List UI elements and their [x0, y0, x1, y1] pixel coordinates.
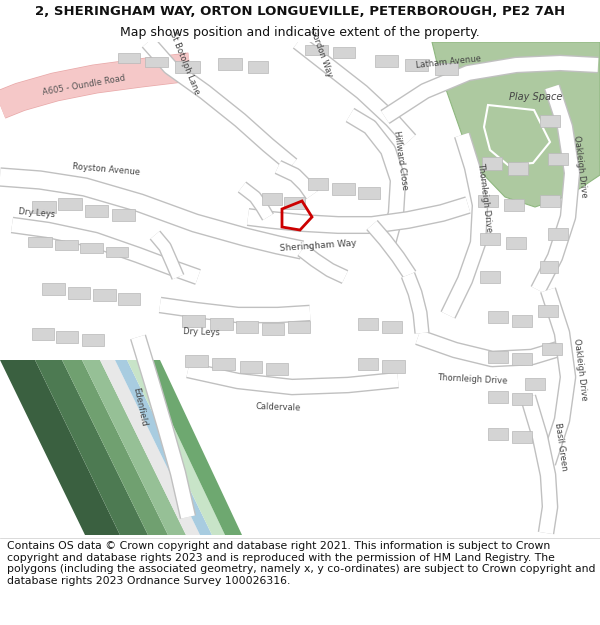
Text: Dry Leys: Dry Leys — [18, 207, 55, 219]
Text: Hillward Close: Hillward Close — [392, 130, 409, 190]
Text: St Botolph Lane: St Botolph Lane — [168, 31, 202, 96]
Bar — [508, 162, 528, 175]
Bar — [548, 228, 568, 240]
Bar — [28, 237, 52, 247]
Bar — [85, 205, 108, 217]
Bar — [540, 261, 558, 273]
Bar — [358, 187, 380, 199]
Bar — [488, 428, 508, 440]
Polygon shape — [0, 360, 120, 535]
Bar — [82, 334, 104, 346]
Bar — [540, 195, 560, 207]
Bar — [525, 378, 545, 390]
Bar — [506, 237, 526, 249]
Bar — [118, 293, 140, 305]
Bar — [288, 321, 310, 333]
Polygon shape — [35, 360, 148, 535]
Polygon shape — [82, 360, 186, 535]
Bar — [262, 323, 284, 335]
Bar — [488, 311, 508, 323]
Bar — [236, 321, 258, 333]
Bar — [185, 355, 208, 367]
Polygon shape — [142, 360, 242, 535]
Text: Basil Green: Basil Green — [553, 422, 569, 472]
Text: Oakleigh Drive: Oakleigh Drive — [572, 338, 589, 402]
Bar — [80, 243, 103, 253]
Text: Caldervale: Caldervale — [255, 402, 301, 412]
Bar — [332, 183, 355, 195]
Bar — [538, 305, 558, 317]
Bar — [358, 318, 378, 330]
Text: Sheringham Way: Sheringham Way — [279, 239, 357, 253]
Bar — [480, 271, 500, 283]
Polygon shape — [432, 42, 600, 207]
Bar — [68, 287, 90, 299]
Bar — [42, 283, 65, 295]
Bar — [512, 315, 532, 327]
Bar — [118, 53, 140, 63]
Text: A605 - Oundle Road: A605 - Oundle Road — [42, 73, 126, 97]
Text: Thornleigh Drive: Thornleigh Drive — [437, 373, 508, 386]
Bar — [58, 198, 82, 210]
Text: Dry Leys: Dry Leys — [184, 327, 221, 338]
Text: Play Space: Play Space — [509, 92, 563, 102]
Bar — [482, 157, 502, 170]
Bar — [488, 391, 508, 403]
Bar — [112, 209, 135, 221]
Bar — [305, 45, 328, 55]
Bar — [182, 315, 205, 327]
Bar — [175, 61, 200, 73]
Bar — [93, 289, 116, 301]
Bar — [145, 57, 168, 67]
Text: Map shows position and indicative extent of the property.: Map shows position and indicative extent… — [120, 26, 480, 39]
Text: Gordon Way: Gordon Way — [308, 28, 334, 79]
Bar — [266, 363, 288, 375]
Text: Oakleigh Drive: Oakleigh Drive — [572, 136, 589, 199]
Bar — [308, 178, 328, 190]
Bar — [480, 233, 500, 245]
Bar — [504, 199, 524, 211]
Bar — [212, 358, 235, 370]
Text: Thornleigh Drive: Thornleigh Drive — [476, 162, 493, 232]
Bar — [435, 63, 458, 75]
Bar — [32, 328, 54, 340]
Bar — [210, 318, 233, 330]
Text: Latham Avenue: Latham Avenue — [415, 54, 481, 70]
Bar — [32, 201, 56, 213]
Bar — [540, 115, 560, 127]
Bar — [375, 55, 398, 67]
Bar — [358, 358, 378, 370]
Polygon shape — [100, 360, 200, 535]
Bar — [262, 193, 282, 205]
Bar — [512, 393, 532, 405]
Bar — [382, 321, 402, 333]
Bar — [106, 247, 128, 257]
Polygon shape — [62, 360, 168, 535]
Bar — [405, 59, 428, 71]
Bar — [478, 195, 498, 207]
Bar — [382, 360, 405, 373]
Bar — [240, 361, 262, 373]
Bar — [55, 240, 78, 250]
Polygon shape — [115, 360, 212, 535]
Bar — [542, 343, 562, 355]
Bar — [284, 197, 305, 209]
Bar — [512, 353, 532, 365]
Bar — [548, 153, 568, 165]
Text: 2, SHERINGHAM WAY, ORTON LONGUEVILLE, PETERBOROUGH, PE2 7AH: 2, SHERINGHAM WAY, ORTON LONGUEVILLE, PE… — [35, 5, 565, 18]
Text: Edenfield: Edenfield — [131, 387, 148, 428]
Bar — [488, 351, 508, 363]
Text: Royston Avenue: Royston Avenue — [72, 162, 140, 177]
Text: Contains OS data © Crown copyright and database right 2021. This information is : Contains OS data © Crown copyright and d… — [7, 541, 596, 586]
Bar — [248, 61, 268, 73]
Bar — [333, 47, 355, 58]
Bar — [56, 331, 78, 343]
Bar — [512, 431, 532, 443]
Polygon shape — [127, 360, 225, 535]
Bar — [218, 58, 242, 70]
